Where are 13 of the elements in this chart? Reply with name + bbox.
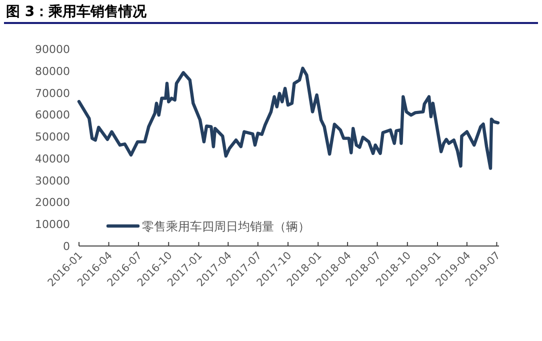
- chart-title: 图 3：乘用车销售情况: [6, 3, 148, 20]
- y-tick-label: 40000: [35, 152, 70, 166]
- line-series: [77, 66, 500, 170]
- y-tick-label: 20000: [35, 196, 70, 210]
- y-tick-label: 10000: [35, 218, 70, 232]
- y-tick-label: 80000: [35, 64, 70, 78]
- y-tick-label: 90000: [35, 43, 70, 56]
- y-tick-label: 60000: [35, 108, 70, 122]
- y-tick-label: 30000: [35, 174, 70, 188]
- y-tick-label: 50000: [35, 130, 70, 144]
- y-tick-label: 0: [63, 240, 70, 253]
- legend-label: 零售乘用车四周日均销量（辆）: [142, 220, 310, 234]
- y-tick-label: 70000: [35, 86, 70, 100]
